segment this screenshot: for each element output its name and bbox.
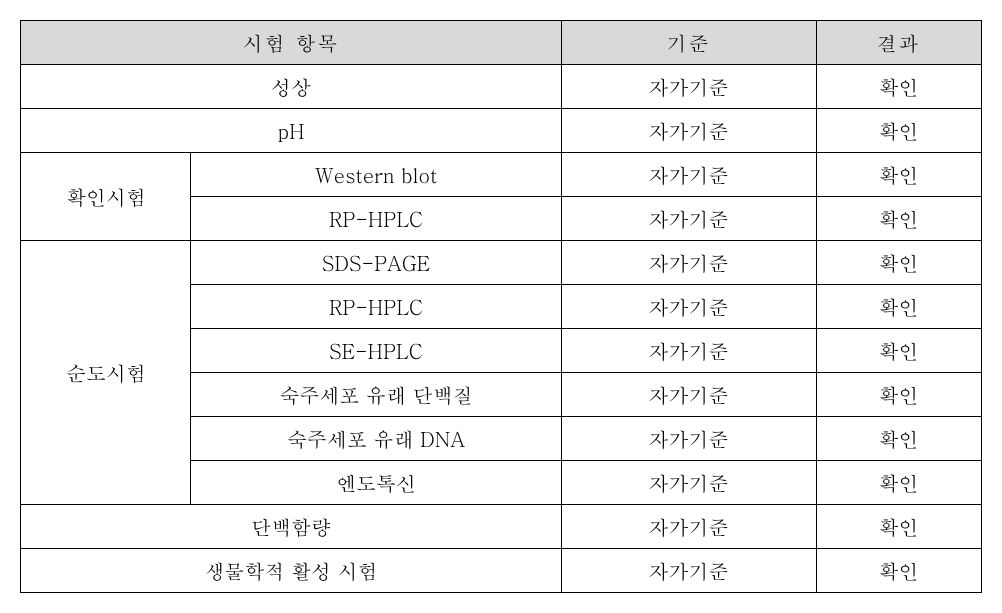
table-container: 시험 항목기준결과성상자가기준확인pH자가기준확인확인시험Western blo… — [20, 20, 982, 593]
col-header: 시험 항목 — [21, 21, 561, 65]
col-header: 기준 — [561, 21, 816, 65]
table-cell: 확인 — [816, 373, 981, 417]
table-cell: 확인 — [816, 109, 981, 153]
table-cell: 자가기준 — [561, 505, 816, 549]
spec-table: 시험 항목기준결과성상자가기준확인pH자가기준확인확인시험Western blo… — [20, 20, 981, 593]
header-row: 시험 항목기준결과 — [21, 21, 981, 65]
table-cell: 자가기준 — [561, 549, 816, 593]
table-cell: 자가기준 — [561, 373, 816, 417]
table-cell: 순도시험 — [21, 241, 191, 505]
table-cell: 확인시험 — [21, 153, 191, 241]
table-cell: 확인 — [816, 549, 981, 593]
table-cell: 확인 — [816, 153, 981, 197]
table-row: 성상자가기준확인 — [21, 65, 981, 109]
table-cell: 자가기준 — [561, 417, 816, 461]
table-cell: 자가기준 — [561, 109, 816, 153]
table-row: pH자가기준확인 — [21, 109, 981, 153]
table-cell: 단백함량 — [21, 505, 561, 549]
table-cell: 확인 — [816, 505, 981, 549]
table-row: 단백함량자가기준확인 — [21, 505, 981, 549]
table-row: 확인시험Western blot자가기준확인 — [21, 153, 981, 197]
table-cell: Western blot — [191, 153, 561, 197]
table-cell: 생물학적 활성 시험 — [21, 549, 561, 593]
table-cell: 숙주세포 유래 DNA — [191, 417, 561, 461]
table-cell: 자가기준 — [561, 329, 816, 373]
table-cell: 숙주세포 유래 단백질 — [191, 373, 561, 417]
table-row: 생물학적 활성 시험자가기준확인 — [21, 549, 981, 593]
table-cell: 성상 — [21, 65, 561, 109]
table-cell: 확인 — [816, 329, 981, 373]
table-cell: 자가기준 — [561, 285, 816, 329]
col-header: 결과 — [816, 21, 981, 65]
table-cell: 자가기준 — [561, 461, 816, 505]
table-cell: 자가기준 — [561, 153, 816, 197]
table-cell: 자가기준 — [561, 241, 816, 285]
table-row: 순도시험SDS-PAGE자가기준확인 — [21, 241, 981, 285]
table-cell: 확인 — [816, 197, 981, 241]
table-cell: 확인 — [816, 417, 981, 461]
table-cell: RP-HPLC — [191, 285, 561, 329]
table-cell: 확인 — [816, 285, 981, 329]
table-cell: SDS-PAGE — [191, 241, 561, 285]
table-cell: pH — [21, 109, 561, 153]
table-cell: 확인 — [816, 461, 981, 505]
table-cell: RP-HPLC — [191, 197, 561, 241]
table-cell: 확인 — [816, 241, 981, 285]
table-cell: 자가기준 — [561, 65, 816, 109]
table-cell: 엔도톡신 — [191, 461, 561, 505]
table-cell: 확인 — [816, 65, 981, 109]
table-cell: 자가기준 — [561, 197, 816, 241]
table-cell: SE-HPLC — [191, 329, 561, 373]
